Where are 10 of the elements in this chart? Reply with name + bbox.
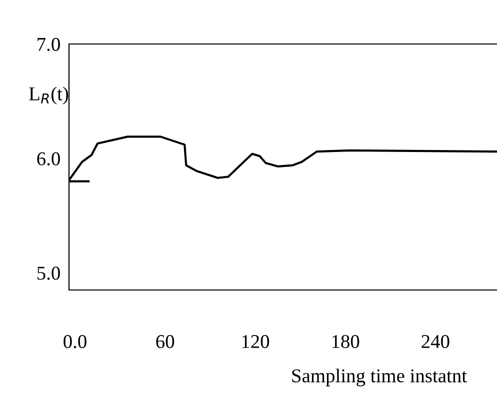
x-tick-label: 0.0 [64,335,86,348]
y-axis-title: L$_{R}$(t) [29,86,68,104]
x-tick-label: 60 [156,335,174,348]
x-axis-title: Sampling time instatnt [292,368,467,386]
x-tick-label: 180 [332,335,360,348]
y-tick-label: 6.0 [37,152,60,166]
x-tick-label: 120 [242,335,270,348]
y-tick-label: 5.0 [37,266,60,280]
x-tick-label: 240 [422,335,450,348]
y-tick-label: 7.0 [38,38,60,52]
